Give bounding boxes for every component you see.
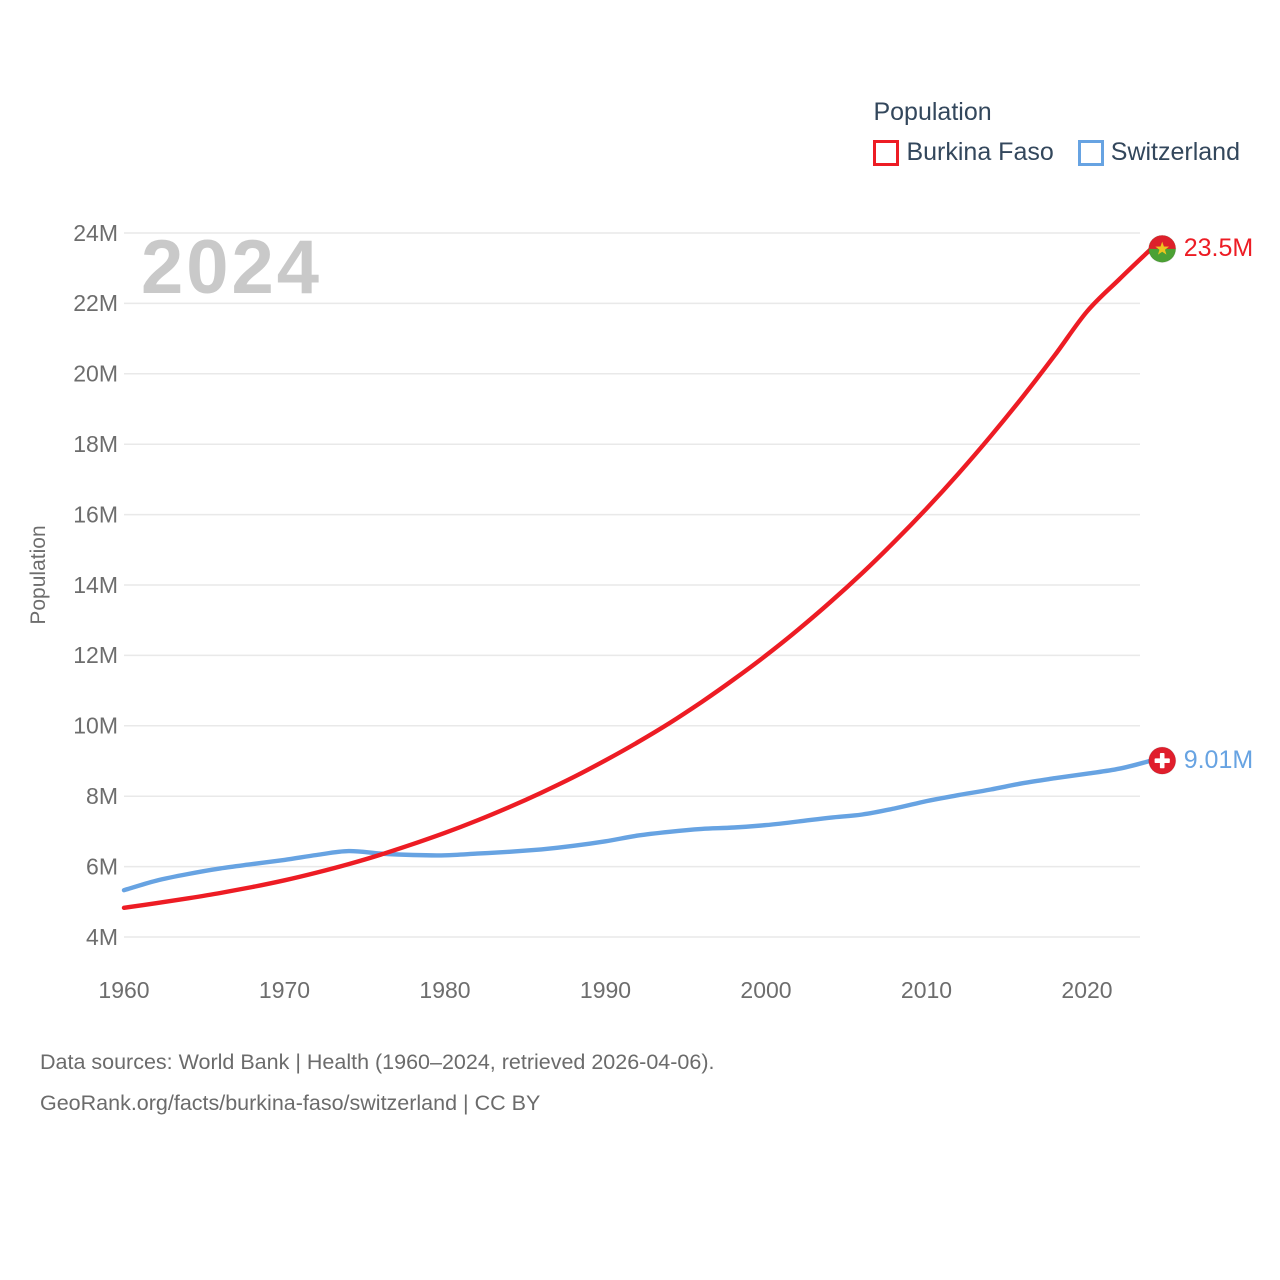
series-line-switzerland xyxy=(121,758,1154,893)
legend-swatch-burkina-faso-icon xyxy=(873,139,900,166)
y-tick-label: 16M xyxy=(73,501,118,527)
y-tick-label: 24M xyxy=(73,220,118,246)
x-tick-label: 1980 xyxy=(419,977,470,1003)
watermark-year: 2024 xyxy=(141,225,323,310)
x-tick-label: 2000 xyxy=(740,977,791,1003)
legend-swatch-switzerland-icon xyxy=(1077,139,1104,166)
y-tick-label: 8M xyxy=(86,783,118,809)
y-tick-label: 20M xyxy=(73,361,118,387)
flag-marker-switzerland-icon xyxy=(1148,746,1177,775)
legend-label: Burkina Faso xyxy=(906,138,1054,166)
gridlines xyxy=(124,232,1140,938)
y-tick-label: 18M xyxy=(73,431,118,457)
footer-source-url: GeoRank.org/facts/burkina-faso/switzerla… xyxy=(40,1091,541,1116)
footer-attribution: Data sources: World Bank | Health (1960–… xyxy=(40,1042,714,1125)
x-tick-label: 1990 xyxy=(580,977,631,1003)
legend: Population Burkina Faso Switzerland xyxy=(873,98,1240,167)
y-tick-label: 4M xyxy=(86,924,118,950)
legend-title: Population xyxy=(873,98,992,126)
x-tick-label: 2020 xyxy=(1061,977,1112,1003)
y-tick-labels: 4M 6M 8M 10M 12M 14M 16M 18M 20M 22M 24M xyxy=(73,220,118,950)
x-tick-label: 1960 xyxy=(98,977,149,1003)
end-value-label-burkina-faso: 23.5M xyxy=(1183,233,1254,262)
flag-star xyxy=(1155,241,1170,255)
x-tick-labels: 1960 1970 1980 1990 2000 2010 2020 xyxy=(98,977,1112,1003)
y-tick-label: 6M xyxy=(86,853,118,879)
end-value-label-switzerland: 9.01M xyxy=(1183,745,1254,774)
flag-cross-horizontal xyxy=(1154,758,1170,763)
legend-item-switzerland[interactable]: Switzerland xyxy=(1077,138,1240,167)
y-tick-label: 14M xyxy=(73,572,118,598)
series-line-burkina-faso xyxy=(121,246,1154,910)
legend-label: Switzerland xyxy=(1110,138,1240,166)
y-tick-label: 12M xyxy=(73,642,118,668)
x-tick-label: 2010 xyxy=(901,977,952,1003)
flag-marker-burkina-faso-icon xyxy=(1148,234,1177,263)
x-tick-label: 1970 xyxy=(259,977,310,1003)
footer-data-sources: Data sources: World Bank | Health (1960–… xyxy=(40,1050,715,1074)
legend-item-burkina-faso[interactable]: Burkina Faso xyxy=(873,138,1054,167)
y-tick-label: 10M xyxy=(73,713,118,739)
y-axis-title: Population xyxy=(27,525,50,625)
legend-items: Burkina Faso Switzerland xyxy=(873,138,1240,167)
y-tick-label: 22M xyxy=(73,290,118,316)
